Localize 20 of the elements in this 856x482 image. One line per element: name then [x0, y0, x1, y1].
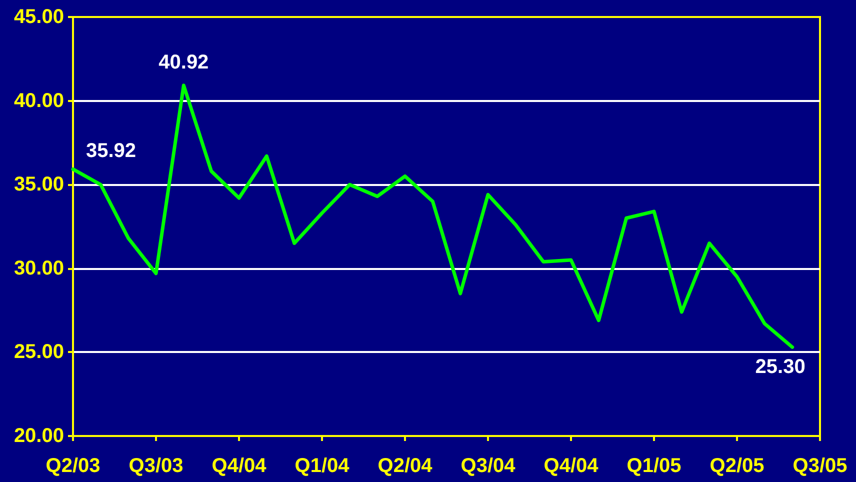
x-tick-label: Q1/04	[294, 455, 350, 477]
line-series	[71, 84, 794, 349]
y-tick-label: 30.00	[14, 257, 64, 280]
data-label: 35.92	[86, 140, 136, 162]
y-tick-label: 20.00	[14, 425, 64, 447]
x-tick-label: Q2/03	[46, 455, 100, 477]
x-tick-label: Q4/04	[544, 455, 600, 477]
x-tick-label: Q2/05	[710, 455, 764, 477]
x-tick-label: Q2/04	[378, 455, 434, 477]
y-tick-label: 25.00	[14, 341, 64, 364]
x-tick-label: Q1/05	[626, 455, 682, 477]
x-tick-label: Q3/04	[460, 455, 516, 477]
y-tick-label: 40.00	[14, 90, 64, 112]
y-tick-label: 35.00	[14, 174, 64, 196]
data-label: 25.30	[755, 356, 806, 378]
x-tick-label: Q4/04	[212, 455, 268, 477]
x-tick-label: Q3/05	[792, 455, 848, 477]
data-label: 40.92	[158, 51, 209, 74]
y-tick-label: 45.00	[14, 6, 64, 28]
x-tick-label: Q3/03	[128, 455, 184, 477]
